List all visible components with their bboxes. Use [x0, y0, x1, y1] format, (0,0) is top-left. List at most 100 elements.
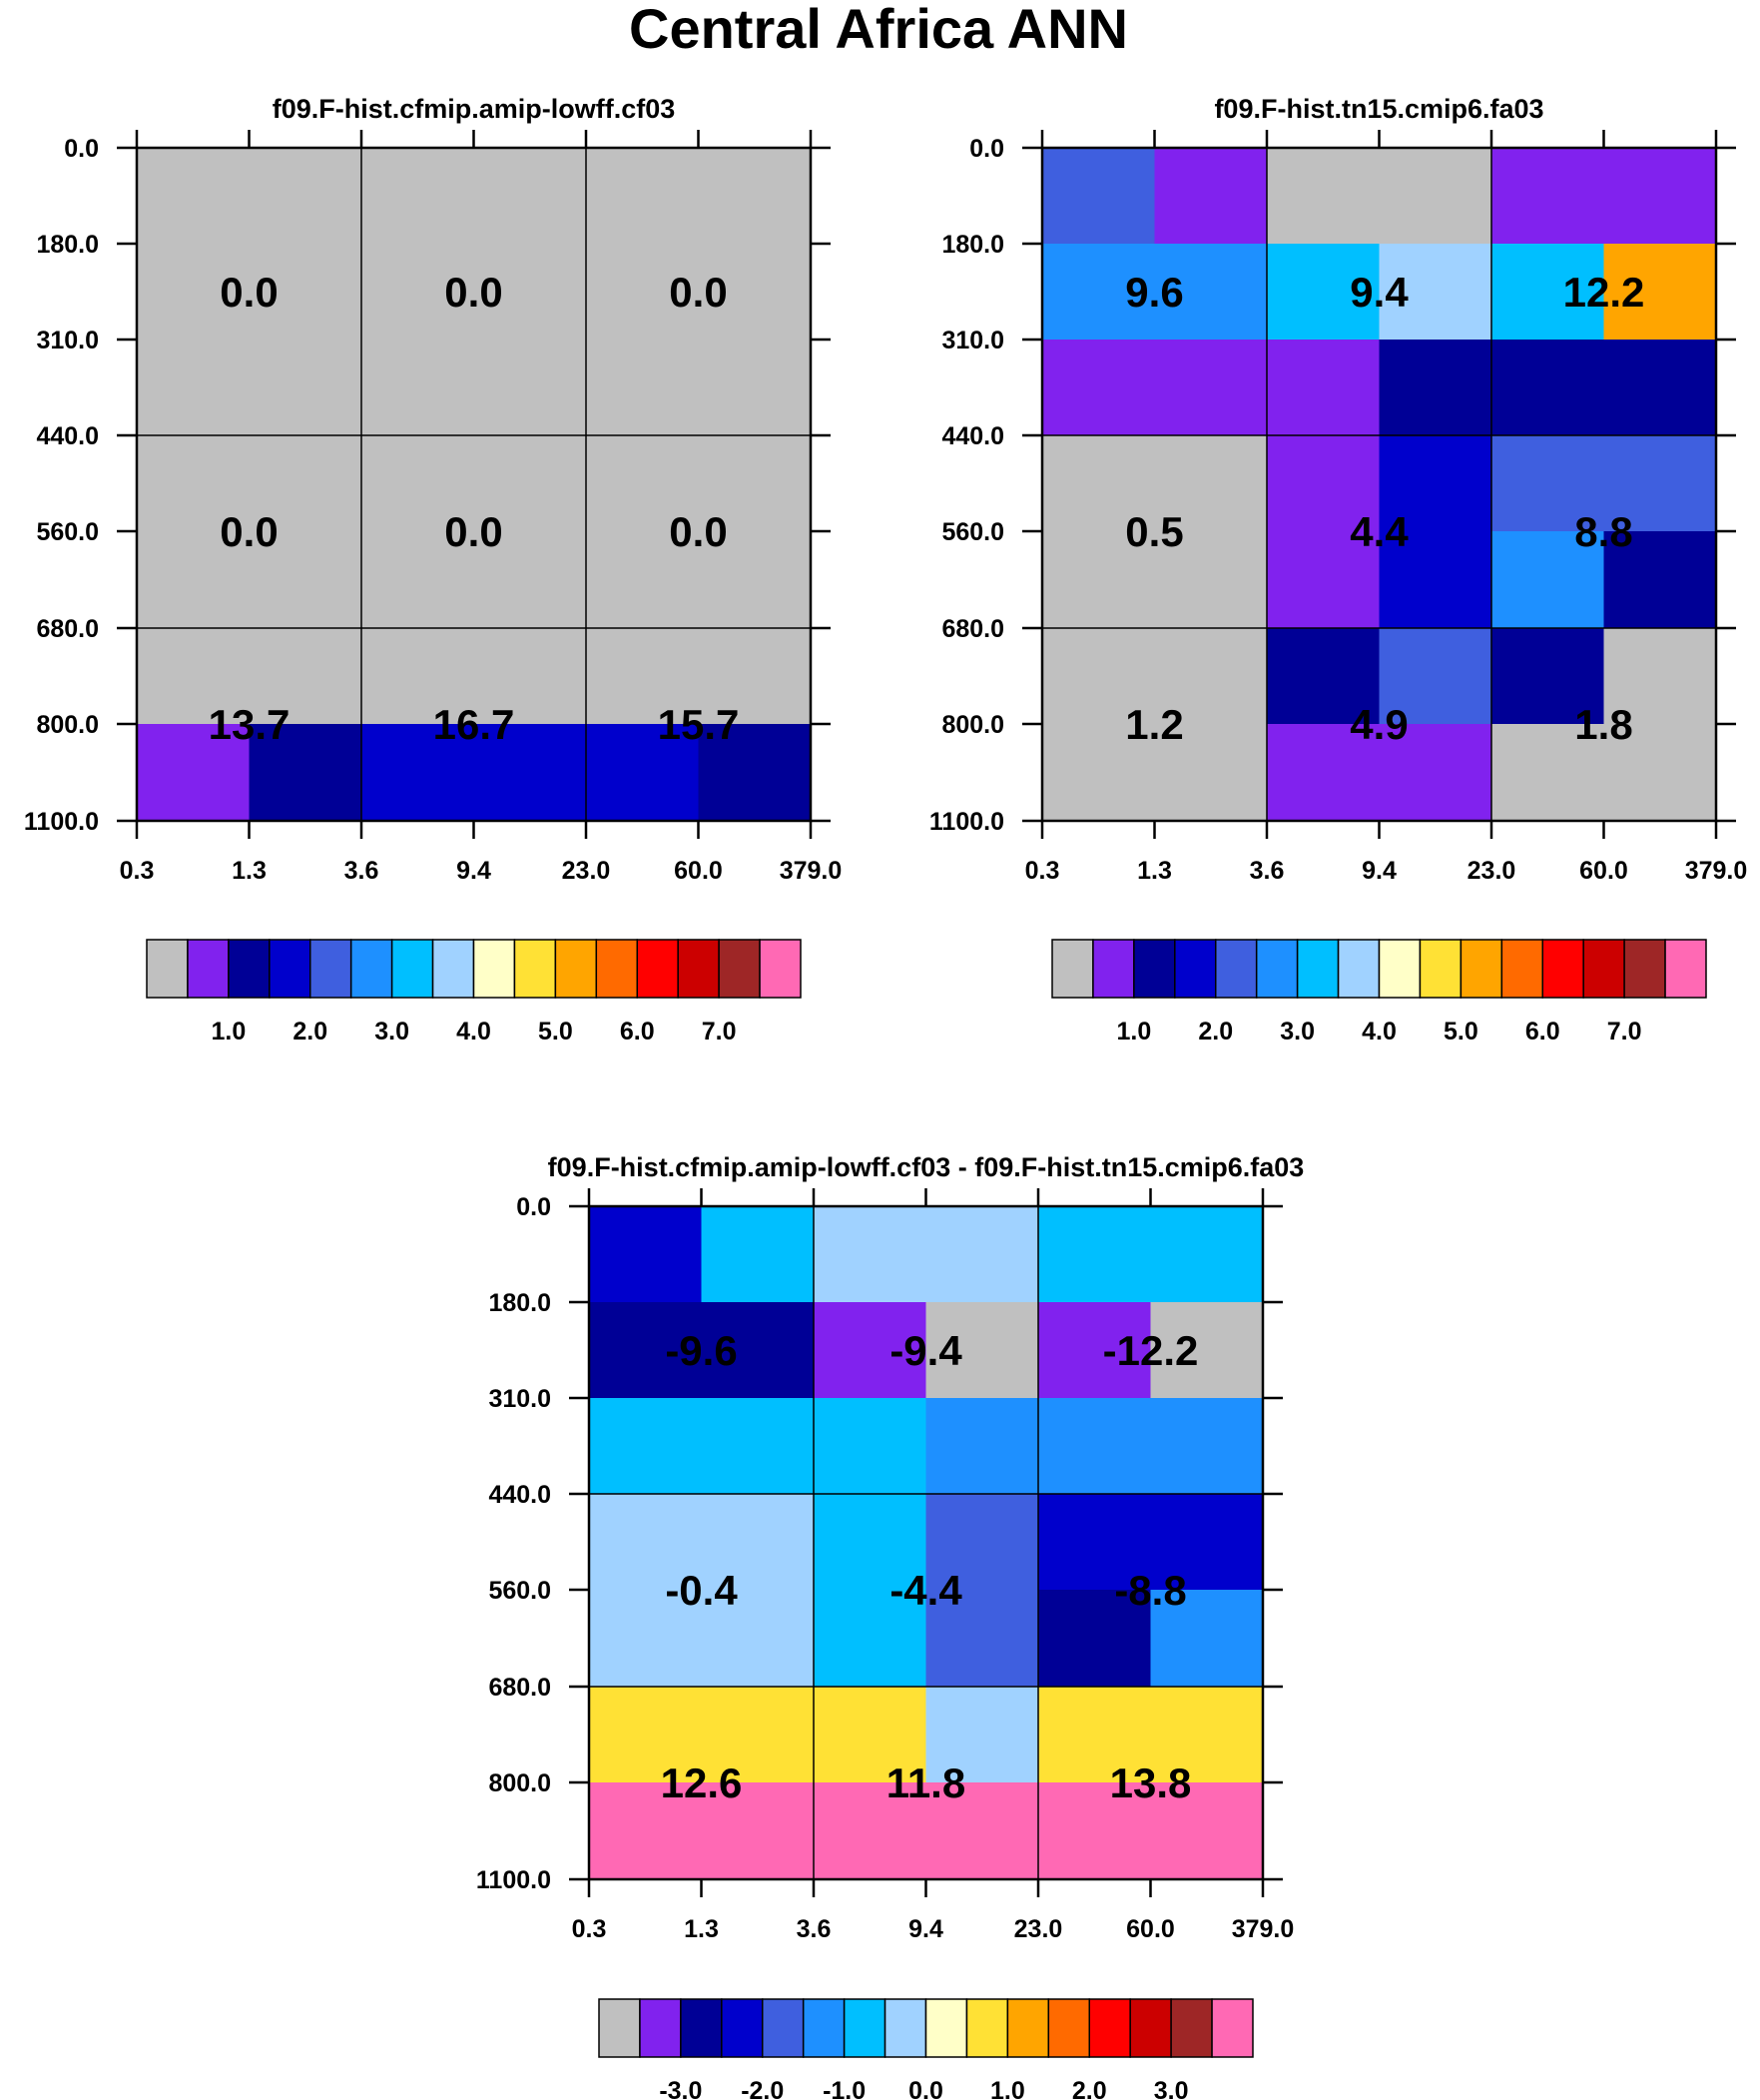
- heatmap-cell: [814, 1302, 927, 1399]
- heatmap-cell: [586, 340, 700, 436]
- cell-value-label: 1.8: [1574, 701, 1632, 748]
- heatmap-cell: [1491, 340, 1605, 436]
- heatmap-cell: [137, 340, 251, 436]
- colorbar-label: 0.0: [908, 2077, 943, 2100]
- heatmap-cell: [925, 1398, 1039, 1495]
- heatmap-cell: [1267, 244, 1381, 341]
- x-tick-label: 0.3: [572, 1915, 607, 1943]
- heatmap-cell: [473, 340, 587, 436]
- colorbar-label: 7.0: [1607, 1018, 1642, 1046]
- colorbar-label: 4.0: [1362, 1018, 1397, 1046]
- colorbar-box: [146, 939, 189, 999]
- colorbar-box: [677, 939, 720, 999]
- heatmap-cell: [1154, 531, 1268, 629]
- heatmap-cell: [1154, 435, 1268, 532]
- heatmap-cell: [698, 244, 812, 341]
- y-tick-label: 0.0: [969, 135, 1004, 163]
- colorbar-label: 5.0: [1444, 1018, 1478, 1046]
- heatmap-cell: [814, 1590, 927, 1688]
- colorbar: 1.0 2.0 3.0 4.0 5.0 6.0 7.0: [1051, 939, 1707, 1046]
- heatmap-cell: [1491, 724, 1605, 822]
- heatmap-cell: [1379, 244, 1492, 341]
- x-tick-label: 23.0: [1014, 1915, 1063, 1943]
- x-tick-label: 23.0: [1467, 857, 1516, 885]
- heatmap-cell: [1491, 628, 1605, 725]
- x-tick-label: 0.3: [1025, 857, 1060, 885]
- heatmap-cell: [473, 148, 587, 245]
- heatmap-cell: [473, 435, 587, 532]
- colorbar-box: [269, 939, 311, 999]
- heatmap-cell: [814, 1398, 927, 1495]
- heatmap-cell: [1154, 148, 1268, 245]
- heatmap-cell: [1603, 628, 1717, 725]
- y-tick-label: 680.0: [488, 1674, 551, 1702]
- y-tick-label: 1100.0: [24, 808, 99, 836]
- heatmap-cell: [473, 244, 587, 341]
- heatmap-cells: [1042, 148, 1717, 822]
- heatmap-cell: [1038, 1206, 1152, 1303]
- colorbar-label: 6.0: [620, 1018, 655, 1046]
- heatmap-cell: [1042, 148, 1156, 245]
- colorbar-box: [431, 939, 475, 999]
- colorbar-box: [802, 1998, 846, 2058]
- cell-value-label: 13.8: [1110, 1759, 1192, 1806]
- cell-value-label: 8.8: [1574, 508, 1632, 555]
- heatmap-cell: [1603, 724, 1717, 822]
- heatmap-cell: [589, 1687, 703, 1783]
- colorbar-label: 1.0: [990, 2077, 1025, 2100]
- colorbar-label: 5.0: [538, 1018, 573, 1046]
- heatmap-cell: [361, 435, 475, 532]
- heatmap-cell: [1042, 531, 1156, 629]
- colorbar-box: [1419, 939, 1463, 999]
- colorbar-label: 1.0: [211, 1018, 246, 1046]
- colorbar-box: [1047, 1998, 1090, 2058]
- colorbar-label: 3.0: [374, 1018, 409, 1046]
- heatmap-cell: [1603, 531, 1717, 629]
- heatmap-cell: [589, 1206, 703, 1303]
- panel-2: f09.F-hist.tn15.cmip6.fa03 0.0 180.0 310.0 4…: [929, 94, 1747, 1046]
- heatmap-cell: [698, 628, 812, 725]
- colorbar-box: [1129, 1998, 1172, 2058]
- heatmap-cell: [361, 148, 475, 245]
- colorbar-box: [883, 1998, 927, 2058]
- heatmap-cell: [1150, 1398, 1264, 1495]
- heatmap-cell: [137, 531, 251, 629]
- colorbar-box: [1296, 939, 1340, 999]
- cell-value-label: 1.2: [1125, 701, 1183, 748]
- heatmap-cell: [361, 628, 475, 725]
- x-tick-label: 1.3: [1137, 857, 1172, 885]
- colorbar-box: [1582, 939, 1625, 999]
- colorbar-label: -3.0: [659, 2077, 702, 2100]
- heatmap-cell: [925, 1590, 1039, 1688]
- colorbar-box: [1133, 939, 1176, 999]
- heatmap-cell: [1379, 724, 1492, 822]
- cell-value-label: 12.2: [1563, 269, 1645, 316]
- heatmap-cell: [586, 244, 700, 341]
- colorbar-label: 6.0: [1525, 1018, 1560, 1046]
- heatmap-cell: [814, 1687, 927, 1783]
- y-tick-label: 440.0: [941, 422, 1004, 450]
- heatmap-cell: [1150, 1494, 1264, 1591]
- heatmap-cell: [249, 724, 362, 822]
- heatmap-cell: [701, 1206, 815, 1303]
- cell-value-label: -9.6: [665, 1327, 737, 1374]
- colorbar-box: [1541, 939, 1584, 999]
- colorbar-box: [228, 939, 271, 999]
- colorbar-label: 3.0: [1280, 1018, 1315, 1046]
- heatmap-cell: [1150, 1302, 1264, 1399]
- colorbar-box: [680, 1998, 723, 2058]
- heatmap-cell: [925, 1687, 1039, 1783]
- heatmap-cells: [137, 148, 812, 822]
- colorbar-box: [639, 1998, 682, 2058]
- y-tick-label: 800.0: [36, 711, 99, 739]
- cell-value-label: -4.4: [889, 1567, 962, 1614]
- colorbar-box: [924, 1998, 968, 2058]
- heatmap-cell: [698, 148, 812, 245]
- cell-value-label: 0.0: [669, 269, 727, 316]
- x-tick-label: 379.0: [1232, 1915, 1295, 1943]
- cell-value-label: -9.4: [889, 1327, 962, 1374]
- x-tick-label: 60.0: [674, 857, 723, 885]
- cell-value-label: 4.4: [1350, 508, 1409, 555]
- heatmap-cell: [1154, 628, 1268, 725]
